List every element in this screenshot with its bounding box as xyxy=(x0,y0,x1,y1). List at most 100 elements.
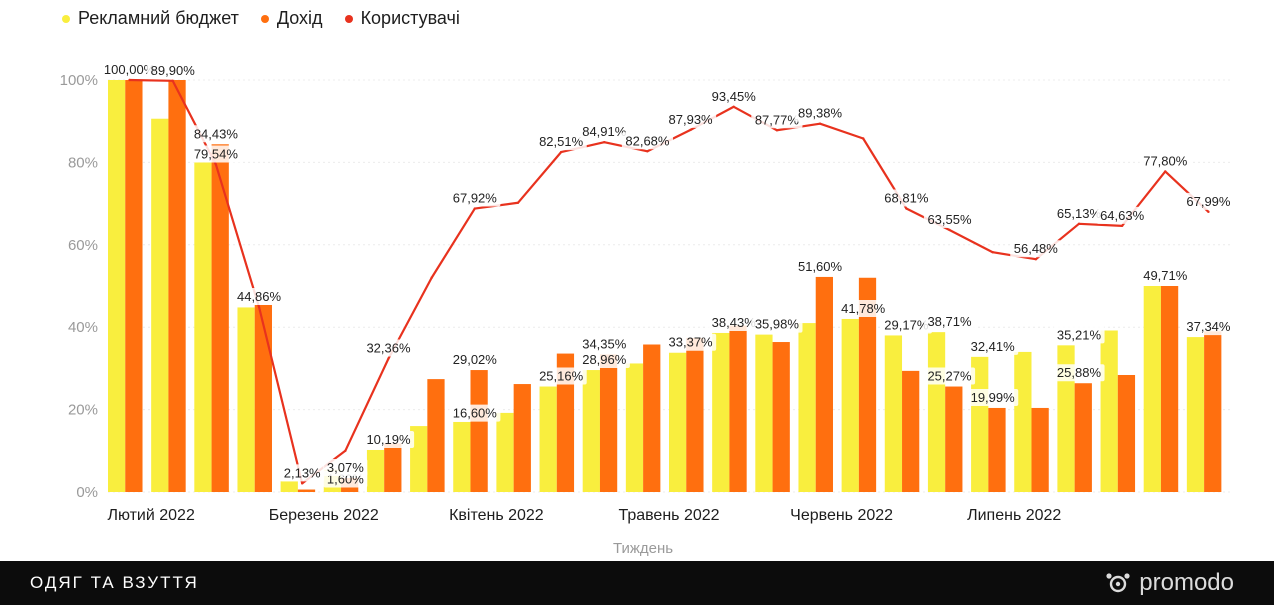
data-label-bg xyxy=(1010,240,1062,258)
x-axis-title: Тиждень xyxy=(613,540,673,557)
data-label: 28,96% xyxy=(582,352,627,367)
data-label-bg xyxy=(449,404,501,422)
data-label-bg xyxy=(362,430,415,448)
data-label: 63,55% xyxy=(927,212,972,227)
data-label-bg xyxy=(1053,326,1105,344)
data-label-bg xyxy=(880,316,932,334)
bar-budget xyxy=(884,335,903,492)
bar-budget xyxy=(625,363,644,492)
bar-revenue xyxy=(470,370,488,492)
bar-budget xyxy=(755,334,773,492)
bar-budget xyxy=(582,370,600,492)
point-users xyxy=(905,207,908,210)
data-label-bg xyxy=(1182,318,1235,336)
brand-name: promodo xyxy=(1139,569,1234,596)
data-label-bg xyxy=(1053,364,1105,382)
legend-label-users: Користувачі xyxy=(360,8,460,28)
data-label-bg xyxy=(190,145,242,163)
y-tick-label: 80% xyxy=(68,154,98,171)
bar-revenue xyxy=(643,344,661,492)
point-users xyxy=(1207,210,1210,214)
data-label: 67,99% xyxy=(1186,194,1231,209)
data-label: 29,02% xyxy=(453,352,498,367)
data-label-bg xyxy=(535,133,587,151)
data-label-bg xyxy=(449,351,501,369)
bar-revenue xyxy=(297,489,316,492)
bar-budget xyxy=(194,162,212,492)
point-users xyxy=(732,105,735,108)
data-label: 29,17% xyxy=(884,317,929,332)
data-label-bg xyxy=(923,210,976,228)
line-points xyxy=(128,78,1210,485)
data-label-bg xyxy=(751,315,803,333)
point-users xyxy=(775,129,779,132)
legend-marker-users xyxy=(344,14,353,23)
data-label: 51,60% xyxy=(798,259,843,274)
data-label-bg xyxy=(923,313,976,331)
bar-revenue xyxy=(1204,331,1222,492)
data-label-bg xyxy=(280,464,325,482)
data-label: 41,78% xyxy=(841,301,886,316)
data-label: 84,91% xyxy=(582,124,627,139)
data-label-bg xyxy=(1096,206,1148,224)
data-label: 89,90% xyxy=(151,63,196,78)
bar-budget xyxy=(798,323,816,492)
data-label-bg xyxy=(794,104,846,122)
data-label: 25,16% xyxy=(539,369,584,384)
data-label: 35,21% xyxy=(1057,327,1102,342)
data-label: 68,81% xyxy=(884,191,929,206)
data-label: 49,71% xyxy=(1143,268,1188,283)
brand: promodo xyxy=(1105,569,1234,597)
data-label: 32,36% xyxy=(366,341,411,356)
data-label-bg xyxy=(535,367,587,385)
data-label: 64,63% xyxy=(1100,208,1145,223)
data-label-bg xyxy=(100,61,159,78)
data-label: 82,51% xyxy=(539,134,584,149)
data-label-bg xyxy=(664,110,717,128)
bar-revenue xyxy=(858,277,877,492)
bar-revenue xyxy=(168,80,186,492)
x-tick-label: Березень 2022 xyxy=(269,507,379,524)
bar-budget xyxy=(1143,286,1161,492)
legend-item-budget[interactable]: Рекламний бюджет xyxy=(62,8,239,29)
bar-revenue xyxy=(556,353,575,492)
bar-budget xyxy=(1100,330,1118,492)
data-label: 56,48% xyxy=(1014,241,1059,256)
data-label: 25,27% xyxy=(927,369,972,384)
data-label-bg xyxy=(362,339,415,357)
data-label: 79,54% xyxy=(194,146,239,161)
data-label-bg xyxy=(967,388,1019,406)
bar-budget xyxy=(280,481,298,492)
point-users xyxy=(689,128,692,132)
data-labels: 100,00%89,90%84,43%79,54%44,86%2,13% 1,60… xyxy=(100,61,1235,488)
data-label-bg xyxy=(190,125,242,143)
data-label: 82,68% xyxy=(625,133,670,148)
data-label-bg xyxy=(147,61,199,79)
point-users xyxy=(861,137,865,140)
data-label: 35,98% xyxy=(755,317,800,332)
legend-item-users[interactable]: Користувачі xyxy=(344,8,460,29)
y-tick-label: 100% xyxy=(60,72,98,89)
chart-legend: Рекламний бюджет Дохід Користувачі xyxy=(62,8,460,29)
bar-revenue xyxy=(1074,383,1092,492)
bar-revenue xyxy=(427,379,445,492)
y-tick-label: 60% xyxy=(68,237,98,254)
bar-revenue xyxy=(1160,286,1179,492)
data-label-bg xyxy=(794,257,846,275)
point-users xyxy=(344,449,347,452)
bar-revenue xyxy=(384,443,402,492)
data-label: 67,92% xyxy=(453,191,498,206)
bar-revenue xyxy=(599,354,618,492)
bar-revenue xyxy=(1031,407,1049,492)
data-label-bg xyxy=(708,313,760,331)
bar-revenue xyxy=(729,325,747,492)
data-label-bg xyxy=(751,111,803,129)
combo-chart: 0% 20% 40% 60% 80% 100% 100,00%89,90% 84,43% 79,… xyxy=(59,61,1235,557)
bar-budget xyxy=(108,80,126,492)
point-users xyxy=(257,305,261,309)
bar-budget xyxy=(1014,351,1032,492)
legend-item-revenue[interactable]: Дохід xyxy=(260,8,323,29)
point-users xyxy=(473,207,477,210)
point-users xyxy=(1077,222,1081,225)
footer-title: ОДЯГ ТА ВЗУТТЯ xyxy=(30,573,199,592)
